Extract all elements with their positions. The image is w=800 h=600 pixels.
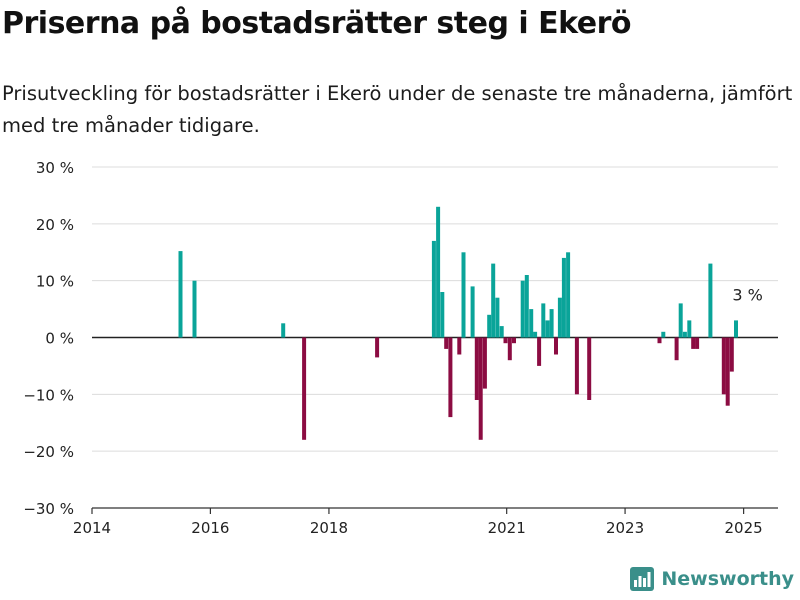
x-tick-label: 2023	[606, 519, 644, 537]
y-tick-label: 0 %	[45, 330, 74, 348]
bar	[507, 337, 512, 361]
bar	[566, 252, 571, 338]
bar	[587, 337, 592, 400]
bar	[561, 257, 566, 338]
y-tick-label: −20 %	[23, 443, 74, 461]
x-tick-label: 2021	[488, 519, 526, 537]
bar	[533, 331, 538, 338]
chart-title: Priserna på bostadsrätter steg i Ekerö	[2, 6, 632, 41]
chart-subtitle: Prisutveckling för bostadsrätter i Ekerö…	[2, 82, 793, 137]
bar	[734, 320, 738, 338]
bar	[529, 309, 534, 338]
x-tick-label: 2025	[725, 519, 763, 537]
annotation-label: 3 %	[732, 285, 762, 304]
bar	[682, 331, 687, 338]
bar	[457, 337, 462, 355]
bar	[661, 331, 666, 338]
bar	[657, 337, 662, 344]
bar	[524, 275, 529, 338]
bar	[503, 337, 508, 344]
bar	[281, 323, 286, 338]
bar	[541, 303, 546, 338]
bars	[178, 206, 738, 440]
bar	[729, 337, 734, 372]
brand-name: Newsworthy	[661, 568, 794, 590]
bar	[436, 206, 441, 338]
bar	[461, 252, 466, 338]
bar	[512, 337, 516, 344]
x-axis-tick-labels: 2014 2016 2018 2021 2023 2025	[73, 519, 763, 537]
bar	[178, 251, 183, 338]
bar	[537, 337, 542, 366]
bar	[708, 263, 713, 338]
x-tick-label: 2018	[310, 519, 348, 537]
bar	[470, 286, 475, 338]
bar	[545, 320, 550, 338]
bar	[375, 337, 380, 358]
bar	[574, 337, 579, 395]
bar	[499, 326, 504, 338]
newsworthy-brand: Newsworthy	[630, 567, 794, 591]
bar	[721, 337, 726, 395]
bar	[478, 337, 483, 440]
y-tick-label: −10 %	[23, 386, 74, 404]
bar	[491, 263, 496, 338]
bar	[444, 337, 449, 349]
x-tick-label: 2016	[191, 519, 229, 537]
bar	[448, 337, 453, 418]
bar	[474, 337, 479, 400]
bar	[674, 337, 679, 361]
annotations: 3 %	[732, 285, 762, 304]
bar	[520, 280, 525, 338]
bar	[695, 337, 700, 349]
bar	[431, 240, 436, 338]
bar	[192, 280, 197, 338]
bar	[495, 297, 500, 338]
y-tick-label: 10 %	[36, 273, 74, 291]
bar	[302, 337, 307, 440]
bar	[482, 337, 487, 389]
y-tick-label: −30 %	[23, 500, 74, 518]
y-tick-label: 20 %	[36, 216, 74, 234]
bar	[725, 337, 730, 406]
bar	[554, 337, 558, 355]
y-tick-label: 30 %	[36, 159, 74, 177]
bar	[487, 314, 492, 338]
x-tick-label: 2014	[73, 519, 111, 537]
bar-chart-logo-icon	[630, 567, 655, 591]
bar	[440, 292, 445, 338]
x-axis	[91, 507, 778, 514]
bar	[678, 303, 683, 338]
bar	[557, 297, 562, 338]
bar	[691, 337, 696, 349]
bar	[687, 320, 692, 338]
y-axis-tick-labels: 30 % 20 % 10 % 0 % −10 % −20 % −30 %	[23, 159, 74, 518]
bar	[549, 309, 554, 338]
